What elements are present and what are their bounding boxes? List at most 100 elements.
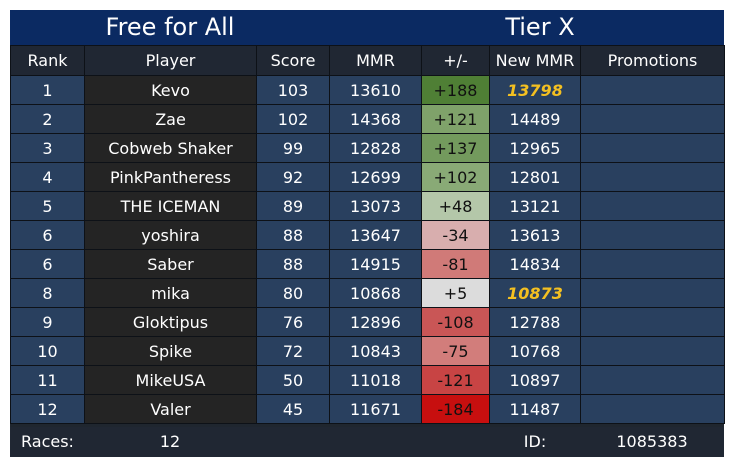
footer-bar: Races: 12 ID: 1085383	[10, 427, 724, 457]
mmr-cell: 12896	[329, 307, 422, 337]
score-cell: 76	[256, 307, 330, 337]
column-header-delta: +/-	[421, 45, 490, 76]
mmr-cell: 10843	[329, 336, 422, 366]
game-mode-title: Free for All	[105, 13, 235, 41]
races-label: Races:	[21, 432, 74, 451]
column-header-player: Player	[84, 45, 257, 76]
rank-cell: 8	[10, 278, 85, 308]
rank-cell: 12	[10, 394, 85, 424]
player-name-cell: Spike	[84, 336, 257, 366]
promotion-cell	[580, 365, 725, 395]
mmr-cell: 13647	[329, 220, 422, 250]
new-mmr-cell: 12965	[489, 133, 581, 163]
score-cell: 88	[256, 249, 330, 279]
column-header-new-mmr: New MMR	[489, 45, 581, 76]
column-header-score: Score	[256, 45, 330, 76]
rank-cell: 1	[10, 75, 85, 105]
score-cell: 92	[256, 162, 330, 192]
mmr-change-cell: -81	[421, 249, 490, 279]
table-row: 10 Spike 72 10843 -75 10768	[10, 336, 725, 366]
promotion-cell	[580, 249, 725, 279]
player-name-cell: Gloktipus	[84, 307, 257, 337]
id-value: 1085383	[616, 432, 688, 451]
promotion-cell	[580, 133, 725, 163]
score-cell: 72	[256, 336, 330, 366]
mmr-change-cell: +121	[421, 104, 490, 134]
score-cell: 102	[256, 104, 330, 134]
player-name-cell: Cobweb Shaker	[84, 133, 257, 163]
rank-cell: 2	[10, 104, 85, 134]
mmr-cell: 11018	[329, 365, 422, 395]
score-cell: 80	[256, 278, 330, 308]
promotion-cell	[580, 307, 725, 337]
races-value: 12	[159, 432, 181, 451]
mmr-change-cell: +137	[421, 133, 490, 163]
mmr-change-cell: -184	[421, 394, 490, 424]
mmr-cell: 10868	[329, 278, 422, 308]
player-name-cell: THE ICEMAN	[84, 191, 257, 221]
table-row: 8 mika 80 10868 +5 10873	[10, 278, 725, 308]
mmr-change-cell: -75	[421, 336, 490, 366]
rank-cell: 9	[10, 307, 85, 337]
new-mmr-cell: 12801	[489, 162, 581, 192]
mmr-change-cell: +48	[421, 191, 490, 221]
tier-title: Tier X	[505, 13, 575, 41]
table-row: 6 yoshira 88 13647 -34 13613	[10, 220, 725, 250]
id-label: ID:	[523, 432, 547, 451]
mmr-change-cell: -121	[421, 365, 490, 395]
new-mmr-cell: 13798	[489, 75, 581, 105]
mmr-change-cell: -108	[421, 307, 490, 337]
table-row: 3 Cobweb Shaker 99 12828 +137 12965	[10, 133, 725, 163]
mmr-change-cell: +102	[421, 162, 490, 192]
new-mmr-cell: 10897	[489, 365, 581, 395]
promotion-cell	[580, 191, 725, 221]
table-row: 12 Valer 45 11671 -184 11487	[10, 394, 725, 424]
mmr-cell: 11671	[329, 394, 422, 424]
table-row: 9 Gloktipus 76 12896 -108 12788	[10, 307, 725, 337]
table-row: 5 THE ICEMAN 89 13073 +48 13121	[10, 191, 725, 221]
mmr-cell: 13610	[329, 75, 422, 105]
rank-cell: 6	[10, 249, 85, 279]
results-rows: 1 Kevo 103 13610 +188 13798 2 Zae 102 14368 +121 14…	[10, 75, 725, 424]
mmr-cell: 14368	[329, 104, 422, 134]
promotion-cell	[580, 394, 725, 424]
player-name-cell: yoshira	[84, 220, 257, 250]
player-name-cell: Kevo	[84, 75, 257, 105]
new-mmr-cell: 10873	[489, 278, 581, 308]
score-cell: 45	[256, 394, 330, 424]
promotion-cell	[580, 336, 725, 366]
table-row: 11 MikeUSA 50 11018 -121 10897	[10, 365, 725, 395]
promotion-cell	[580, 104, 725, 134]
mmr-change-cell: +5	[421, 278, 490, 308]
mmr-cell: 14915	[329, 249, 422, 279]
rank-cell: 5	[10, 191, 85, 221]
score-cell: 103	[256, 75, 330, 105]
header-row: Rank Player Score MMR +/- New MMR Promot…	[10, 45, 725, 76]
table-row: 4 PinkPantheress 92 12699 +102 12801	[10, 162, 725, 192]
player-name-cell: PinkPantheress	[84, 162, 257, 192]
promotion-cell	[580, 278, 725, 308]
promotion-cell	[580, 75, 725, 105]
promotion-cell	[580, 220, 725, 250]
table-row: 2 Zae 102 14368 +121 14489	[10, 104, 725, 134]
rank-cell: 6	[10, 220, 85, 250]
mmr-cell: 12699	[329, 162, 422, 192]
new-mmr-cell: 10768	[489, 336, 581, 366]
player-name-cell: Zae	[84, 104, 257, 134]
table-row: 6 Saber 88 14915 -81 14834	[10, 249, 725, 279]
promotion-cell	[580, 162, 725, 192]
column-header-rank: Rank	[10, 45, 85, 76]
player-name-cell: mika	[84, 278, 257, 308]
column-header-mmr: MMR	[329, 45, 422, 76]
results-table: Rank Player Score MMR +/- New MMR Promot…	[10, 45, 725, 424]
mmr-change-cell: +188	[421, 75, 490, 105]
mmr-change-cell: -34	[421, 220, 490, 250]
rank-cell: 4	[10, 162, 85, 192]
table-row: 1 Kevo 103 13610 +188 13798	[10, 75, 725, 105]
new-mmr-cell: 13121	[489, 191, 581, 221]
rank-cell: 11	[10, 365, 85, 395]
score-cell: 89	[256, 191, 330, 221]
title-bar: Free for All Tier X	[10, 10, 724, 45]
player-name-cell: Saber	[84, 249, 257, 279]
new-mmr-cell: 11487	[489, 394, 581, 424]
